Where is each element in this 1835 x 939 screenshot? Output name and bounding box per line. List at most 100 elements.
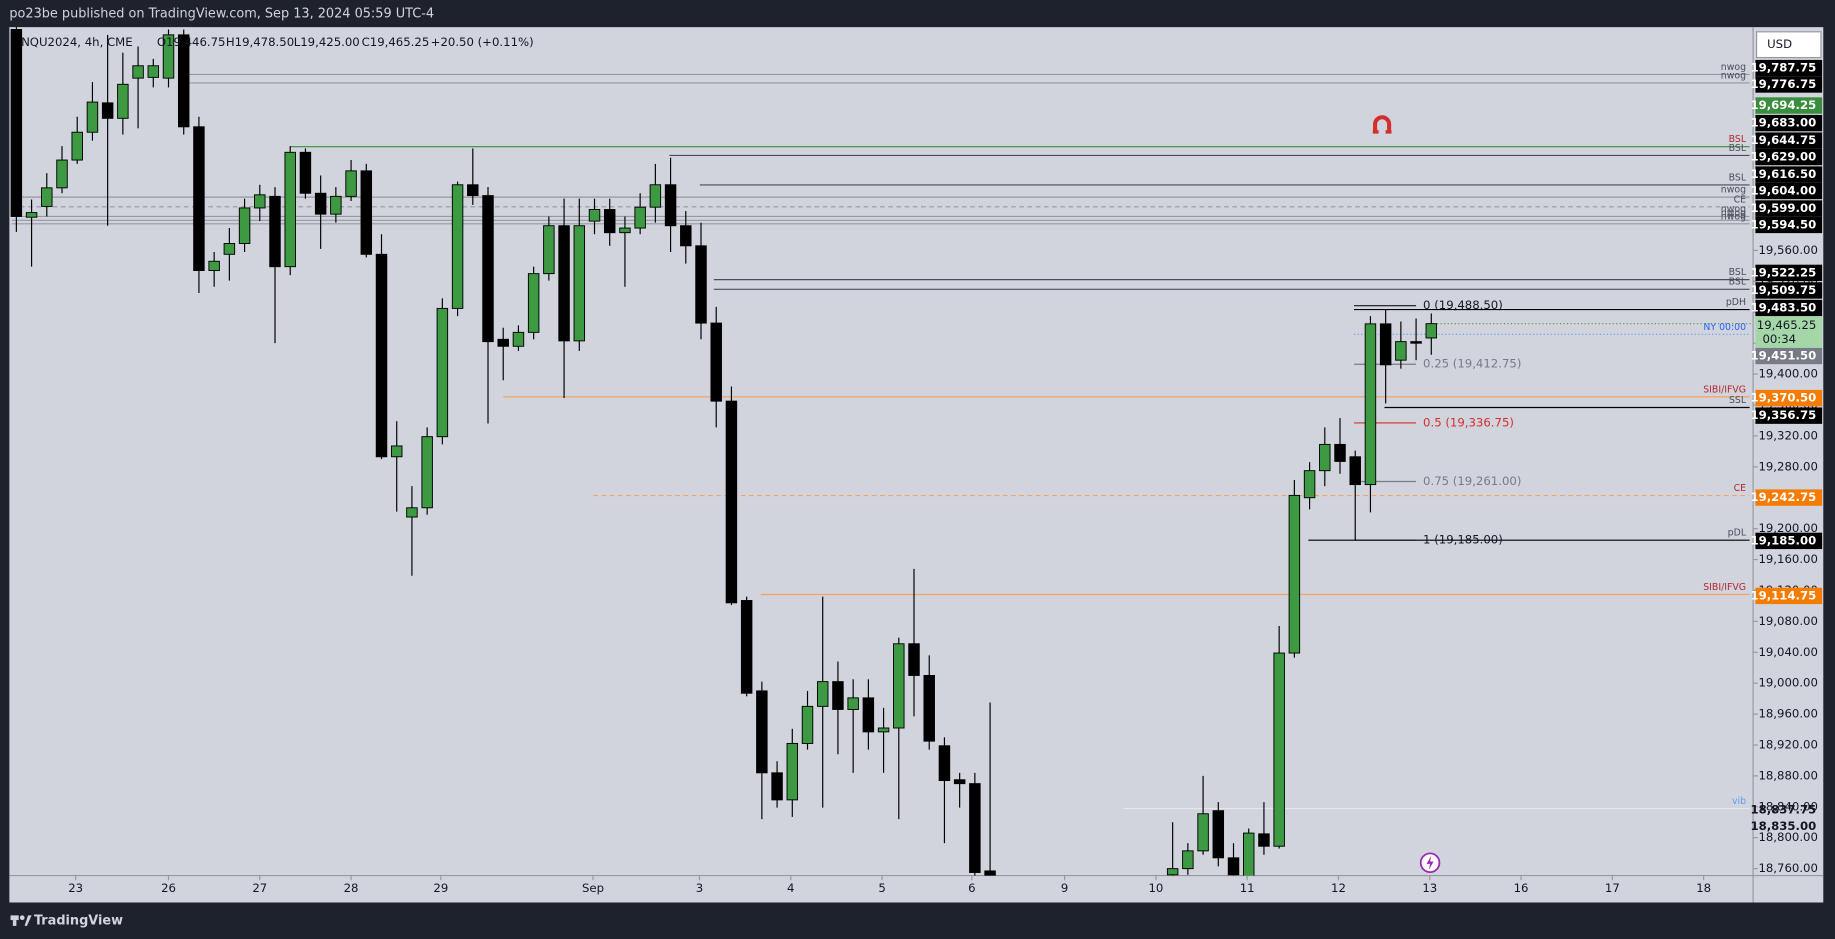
currency[interactable]: USD	[1767, 37, 1792, 51]
candle-body	[482, 195, 494, 343]
level-label: 19,242.75	[1750, 490, 1816, 504]
candle-body	[543, 225, 555, 275]
level-tag: pDL	[1728, 528, 1747, 539]
level-label: 19,185.00	[1750, 533, 1816, 547]
level-tag: NY 00:00	[1703, 322, 1746, 333]
candle-body	[406, 507, 418, 518]
candle-body	[1349, 456, 1361, 486]
axis-layer: 18,760.00 18,800.00 18,840.00 18,880.00 18,9…	[68, 59, 1823, 895]
candle-body	[1395, 341, 1407, 361]
candle-body	[314, 192, 327, 215]
candle-body	[330, 195, 342, 215]
candle-body	[360, 170, 373, 255]
candle-body	[41, 187, 53, 207]
y-tick-label: 18,920.00	[1758, 737, 1817, 751]
level-label: 19,599.00	[1750, 201, 1816, 215]
candle-body	[1364, 323, 1377, 486]
candle-body	[421, 436, 433, 509]
y-tick-label: 18,760.00	[1758, 861, 1817, 875]
candle-body	[86, 101, 99, 133]
candle-body	[177, 34, 190, 128]
level-box	[1755, 216, 1823, 234]
candle-body	[467, 184, 479, 197]
level-tag: CE	[1734, 483, 1747, 494]
candle-body	[649, 184, 662, 208]
level-label: 19,644.75	[1750, 133, 1816, 147]
candle-body	[132, 65, 144, 79]
level-label: 19,683.00	[1750, 116, 1816, 130]
candle-body	[710, 322, 722, 402]
level-tag: nwog	[1721, 62, 1746, 73]
candle-body	[893, 643, 905, 729]
candle-body	[847, 697, 859, 710]
pane-background	[9, 27, 1824, 903]
candle-body	[345, 170, 357, 197]
x-tick-label: Sep	[582, 881, 604, 895]
plot: nwognwogBSLBSLBSLnwogCEnwognwognwogBSLBS…	[10, 27, 1754, 876]
candle-body	[497, 338, 509, 347]
candle-body	[1425, 323, 1438, 339]
candle-body	[451, 184, 464, 309]
x-tick-label: 9	[1061, 881, 1068, 895]
brand[interactable]: TradingView	[34, 914, 123, 929]
candle-body	[193, 126, 205, 272]
candle-body	[573, 225, 586, 342]
fib-label: 0.75 (19,261.00)	[1423, 474, 1521, 488]
level-label: 19,370.50	[1750, 391, 1816, 405]
candle-body	[299, 151, 312, 194]
candle-body	[71, 131, 83, 161]
candle-body	[1303, 470, 1316, 499]
ohlc-change: +20.50 (+0.11%)	[431, 35, 534, 49]
y-tick-label: 18,960.00	[1758, 707, 1817, 721]
ohlc-high: H19,478.50	[226, 35, 294, 49]
y-tick-label: 19,160.00	[1758, 552, 1817, 566]
y-tick-label: 19,320.00	[1758, 428, 1817, 442]
level-box	[1755, 59, 1823, 77]
ohlc-close: C19,465.25	[362, 35, 430, 49]
brand-logo[interactable]	[10, 915, 32, 926]
candle-body	[1334, 443, 1346, 462]
level-tag: pDH	[1726, 297, 1746, 308]
candle-body	[969, 783, 981, 873]
candle-body	[953, 779, 966, 785]
x-tick-label: 4	[787, 881, 794, 895]
y-tick-label: 19,400.00	[1758, 367, 1817, 381]
candle-body	[664, 184, 677, 227]
currency-box[interactable]	[1756, 31, 1822, 59]
y-tick-label: 18,880.00	[1758, 768, 1817, 782]
x-tick-label: 17	[1605, 881, 1620, 895]
publisher: po23be published on TradingView.com, Sep…	[9, 7, 434, 22]
last-price: 19,465.25	[1757, 318, 1816, 332]
fib-label: 0.5 (19,336.75)	[1423, 415, 1514, 429]
candle-body	[862, 697, 875, 733]
candle-body	[1379, 323, 1392, 366]
fib-label: 0 (19,488.50)	[1423, 298, 1503, 312]
candle-body	[619, 227, 631, 234]
level-tag: BSL	[1729, 172, 1747, 183]
candle-body	[162, 34, 175, 79]
candle-body	[147, 65, 160, 78]
y-tick-label: 18,800.00	[1758, 830, 1817, 844]
candle-body	[436, 307, 449, 438]
candle-body	[1166, 868, 1179, 876]
lightning-icon[interactable]	[1419, 852, 1441, 873]
level-label: 19,356.75	[1750, 408, 1816, 422]
candle-body	[832, 681, 844, 710]
x-tick-label: 5	[878, 881, 885, 895]
candle-body	[269, 195, 281, 268]
ohlc-low: L19,425.00	[294, 35, 360, 49]
level-label: 19,483.50	[1750, 301, 1816, 315]
magnet-icon[interactable]	[1372, 115, 1392, 134]
candle-body	[254, 194, 266, 209]
level-box	[1755, 347, 1823, 365]
candle-body	[725, 400, 738, 604]
level-label: 18,835.00	[1750, 819, 1816, 833]
candle-body	[908, 643, 920, 676]
level-box	[1755, 166, 1823, 183]
candle-body	[527, 273, 540, 333]
level-label: 19,604.00	[1750, 183, 1816, 197]
level-tag: BSL	[1729, 143, 1747, 154]
candle-body	[603, 209, 616, 234]
level-label: 19,787.75	[1750, 61, 1816, 75]
